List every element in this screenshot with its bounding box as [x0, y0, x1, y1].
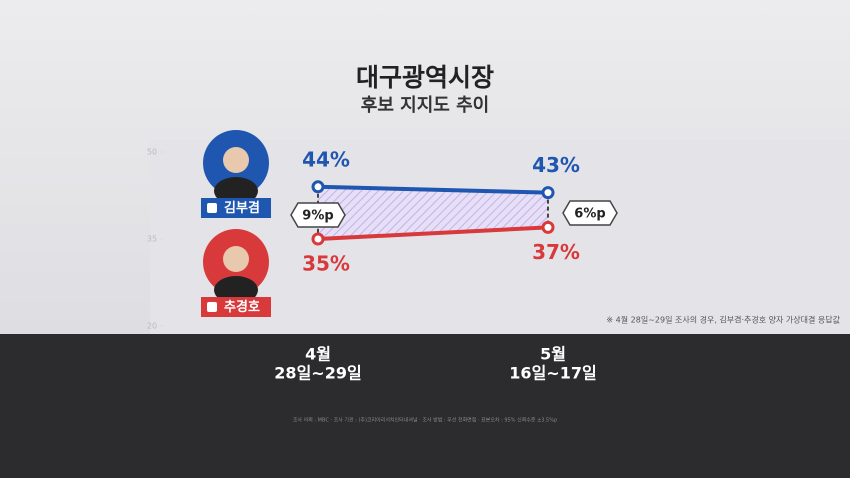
gap-badge [562, 200, 618, 226]
legend-label: 김부겸 [224, 201, 260, 216]
chart-subtitle: 후보 지지도 추이 [361, 95, 489, 116]
source: 조사 의뢰 : MBC · 조사 기관 : (주)코리아리서치인터내셔널 · 조… [293, 417, 557, 424]
y-tick-label: 50 [147, 148, 157, 157]
value-label: 35% [302, 252, 350, 276]
x-tick-label: 5월 [540, 345, 566, 364]
chart-title: 대구광역시장 [356, 63, 494, 92]
x-tick-label: 4월 [305, 345, 331, 364]
x-tick-label: 28일~29일 [274, 364, 361, 383]
note: ※ 4월 28일~29일 조사의 경우, 김부겸·추경호 양자 가상대결 응답값 [606, 315, 840, 325]
portrait-head [223, 147, 249, 173]
point [541, 186, 555, 200]
x-tick-label: 16일~17일 [509, 364, 596, 383]
portrait-head [223, 246, 249, 272]
y-tick-label: 20 [147, 322, 157, 331]
series-line [317, 225, 549, 241]
point [541, 220, 555, 234]
footer-band [0, 334, 850, 478]
point [311, 232, 325, 246]
gap-area [318, 186, 548, 239]
value-label: 44% [302, 147, 350, 171]
legend-label: 추경호 [224, 299, 260, 315]
y-tick-label: 35 [147, 235, 157, 244]
value-label: 43% [532, 153, 580, 177]
point [311, 180, 325, 194]
gap-badge [290, 202, 346, 228]
series-line [317, 184, 549, 195]
name-badge [201, 297, 271, 317]
badge-icon [207, 203, 217, 213]
name-badge [201, 198, 271, 218]
value-label: 37% [532, 240, 580, 264]
badge-icon [207, 302, 217, 312]
gap-label: 6%p [574, 207, 605, 222]
gap-label: 9%p [302, 209, 333, 224]
